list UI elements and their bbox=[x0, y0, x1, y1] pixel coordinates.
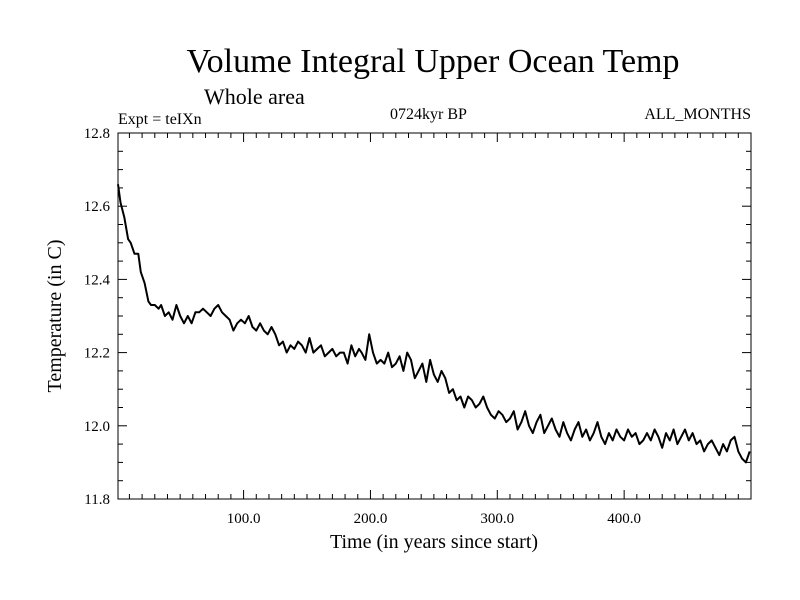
y-tick-label: 12.4 bbox=[84, 272, 111, 288]
experiment-label: Expt = teIXn bbox=[118, 111, 202, 128]
plot-frame bbox=[117, 132, 752, 500]
x-tick-label: 200.0 bbox=[354, 511, 388, 527]
x-tick-label: 300.0 bbox=[480, 511, 514, 527]
temperature-series-line bbox=[117, 184, 751, 464]
x-axis-label: Time (in years since start) bbox=[330, 531, 538, 553]
y-tick-label: 12.0 bbox=[84, 419, 110, 435]
tick-labels: 11.8 12.0 12.2 12.4 12.6 12.8 100.0 200.0 300.0 4… bbox=[84, 126, 641, 527]
x-tick-label: 100.0 bbox=[227, 511, 261, 527]
y-axis-label: Temperature (in C) bbox=[44, 240, 66, 393]
x-tick-label: 400.0 bbox=[607, 511, 641, 527]
y-tick-label: 11.8 bbox=[84, 492, 110, 508]
axis-ticks bbox=[118, 132, 752, 500]
y-tick-label: 12.6 bbox=[84, 199, 111, 215]
period-label: 0724kyr BP bbox=[390, 106, 467, 123]
y-tick-label: 12.2 bbox=[84, 346, 110, 362]
months-label: ALL_MONTHS bbox=[644, 106, 751, 123]
y-tick-label: 12.8 bbox=[84, 126, 110, 142]
chart-subtitle: Whole area bbox=[204, 84, 305, 109]
chart-title: Volume Integral Upper Ocean Temp bbox=[187, 43, 680, 80]
